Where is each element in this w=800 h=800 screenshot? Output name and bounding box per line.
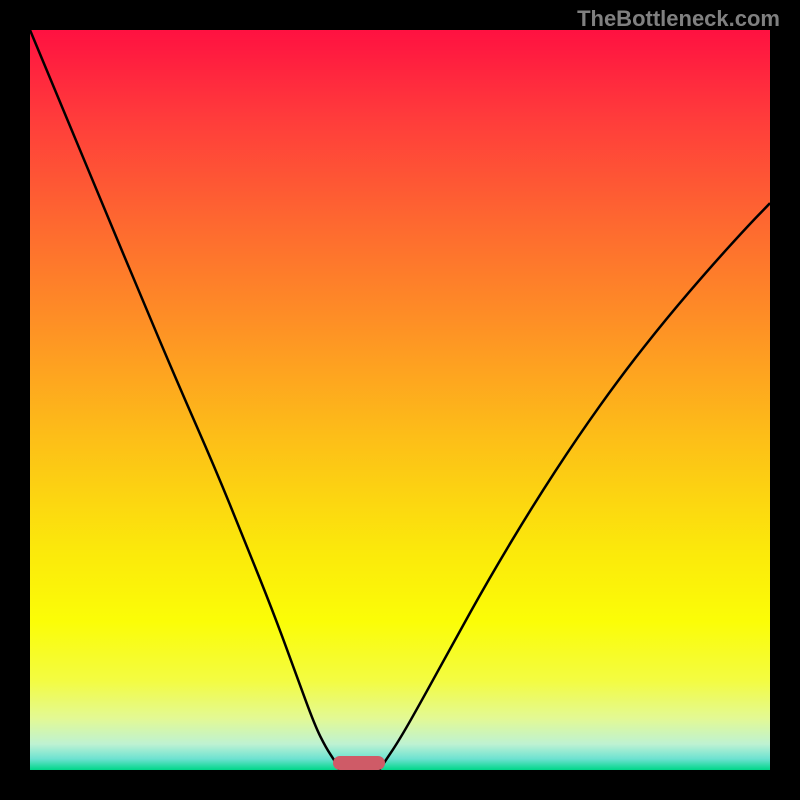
curve-left-branch — [30, 30, 339, 770]
plot-area — [30, 30, 770, 770]
bottleneck-marker — [333, 756, 385, 770]
curve-layer — [30, 30, 770, 770]
curve-right-branch — [379, 203, 770, 770]
outer-frame: TheBottleneck.com — [0, 0, 800, 800]
watermark-text: TheBottleneck.com — [577, 6, 780, 32]
